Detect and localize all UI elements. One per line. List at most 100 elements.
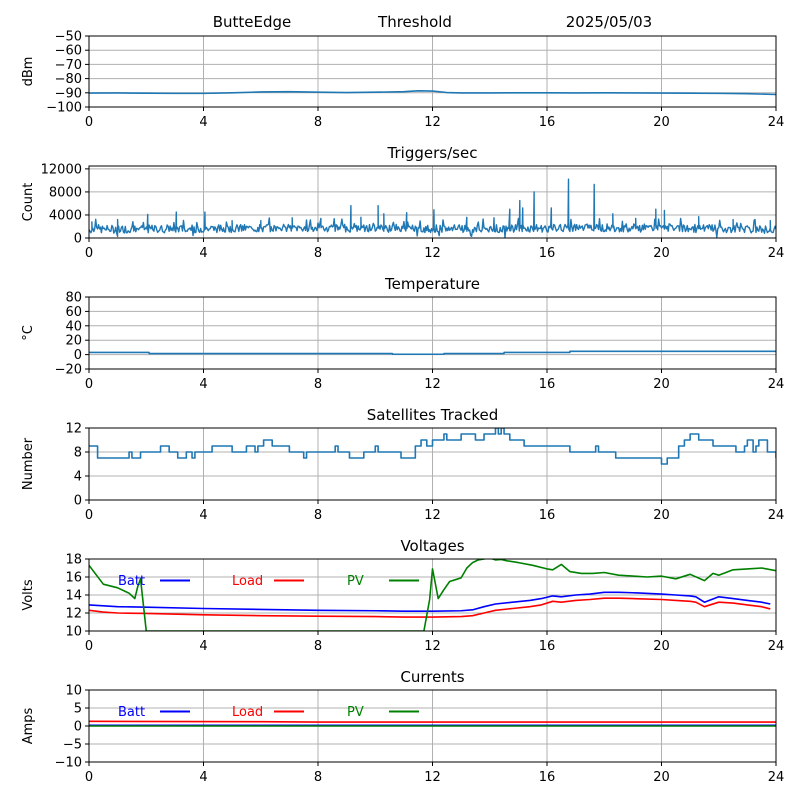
plot-frame-satellites xyxy=(88,427,777,501)
y-tick-label: 16 xyxy=(65,571,82,586)
y-tick-label: −90 xyxy=(55,86,82,101)
x-tick-label: 16 xyxy=(539,246,556,261)
station-name: ButteEdge xyxy=(213,13,292,31)
grid-satellites xyxy=(88,427,777,501)
plot-frame-voltages xyxy=(88,558,777,632)
chart-title-satellites: Satellites Tracked xyxy=(367,406,498,424)
y-axis-label-temperature: °C xyxy=(21,325,36,341)
x-tick-label: 20 xyxy=(653,377,670,392)
y-axis-label-currents: Amps xyxy=(21,707,36,744)
panel-threshold: 0 4 8 12 16 20 24 −100−90−80−70−60−50 dBm xyxy=(21,30,784,131)
plot-date: 2025/05/03 xyxy=(566,13,652,31)
legend-label-batt: Batt xyxy=(118,705,145,720)
x-tick-label: 24 xyxy=(768,639,785,654)
plot-frame-threshold xyxy=(88,35,777,108)
grid-threshold xyxy=(88,35,777,108)
y-tick-label: 0 xyxy=(74,232,82,247)
x-tick-label: 12 xyxy=(424,639,441,654)
x-tick-label: 8 xyxy=(314,639,322,654)
series-line-voltages-pv xyxy=(89,559,776,631)
x-tick-label: 12 xyxy=(424,246,441,261)
x-tick-label: 20 xyxy=(653,770,670,785)
y-tick-label: 40 xyxy=(65,319,82,334)
chart-title-currents: Currents xyxy=(400,668,464,686)
x-tick-label: 16 xyxy=(539,508,556,523)
series-group-triggers xyxy=(89,178,776,238)
y-tick-label: −50 xyxy=(55,30,82,45)
y-axis-label-satellites: Number xyxy=(21,437,36,490)
x-tick-label: 16 xyxy=(539,639,556,654)
figure-header: ButteEdge Threshold 2025/05/03 xyxy=(213,13,653,31)
x-tick-label: 24 xyxy=(768,377,785,392)
y-tick-label: 18 xyxy=(65,553,82,568)
series-line-currents-load xyxy=(89,720,776,723)
y-axis-label-triggers: Count xyxy=(21,183,36,222)
y-tick-label: 4000 xyxy=(49,208,82,223)
y-tick-label: −5 xyxy=(63,738,82,753)
legend-label-load: Load xyxy=(232,705,263,720)
x-tick-label: 0 xyxy=(85,115,93,130)
series-line-triggers xyxy=(89,178,776,238)
series-line-temperature xyxy=(89,350,776,356)
x-tick-label: 24 xyxy=(768,246,785,261)
x-tick-label: 12 xyxy=(424,508,441,523)
y-tick-label: 20 xyxy=(65,334,82,349)
panel-triggers: 0 4 8 12 16 20 24 0 4000 8000 12000 Triggers/sec Cou… xyxy=(21,144,784,261)
y-tick-label: 5 xyxy=(74,702,82,717)
x-tick-label: 0 xyxy=(85,770,93,785)
legend-label-batt: Batt xyxy=(118,574,145,589)
series-line-satellites xyxy=(89,428,776,465)
x-tick-label: 16 xyxy=(539,377,556,392)
panel-satellites: 0 4 8 12 16 20 24 0 4 8 12 Satellites Tracked Number xyxy=(21,406,784,523)
x-tick-label: 24 xyxy=(768,770,785,785)
x-tick-label: 8 xyxy=(314,115,322,130)
series-group-voltages xyxy=(89,559,776,631)
x-tick-label: 24 xyxy=(768,115,785,130)
chart-title-temperature: Temperature xyxy=(384,275,480,293)
x-tick-label: 12 xyxy=(424,377,441,392)
y-tick-label: 10 xyxy=(65,684,82,699)
x-tick-label: 8 xyxy=(314,377,322,392)
y-tick-label: 8000 xyxy=(49,185,82,200)
x-tick-label: 0 xyxy=(85,246,93,261)
x-tick-label: 20 xyxy=(653,115,670,130)
x-tick-label: 4 xyxy=(199,508,207,523)
series-group-currents xyxy=(89,720,776,727)
plot-frame-temperature xyxy=(88,296,777,370)
x-tick-label: 4 xyxy=(199,770,207,785)
legend-label-pv: PV xyxy=(347,705,364,720)
x-tick-label: 16 xyxy=(539,115,556,130)
y-tick-label: 8 xyxy=(74,446,82,461)
x-tick-label: 8 xyxy=(314,246,322,261)
y-tick-label: 0 xyxy=(74,720,82,735)
series-group-temperature xyxy=(89,350,776,356)
legend-label-load: Load xyxy=(232,574,263,589)
y-tick-label: 12 xyxy=(65,422,82,437)
x-tick-label: 4 xyxy=(199,377,207,392)
series-line-voltages-load xyxy=(89,597,771,618)
y-axis-label-voltages: Volts xyxy=(21,579,36,611)
grid-temperature xyxy=(88,296,777,370)
x-tick-label: 24 xyxy=(768,508,785,523)
y-tick-label: 0 xyxy=(74,494,82,509)
x-tick-label: 0 xyxy=(85,639,93,654)
x-tick-label: 0 xyxy=(85,508,93,523)
legend-label-pv: PV xyxy=(347,574,364,589)
y-tick-label: 60 xyxy=(65,305,82,320)
x-tick-label: 16 xyxy=(539,770,556,785)
plot-frame-triggers xyxy=(88,165,777,239)
x-tick-label: 12 xyxy=(424,115,441,130)
x-tick-label: 20 xyxy=(653,639,670,654)
series-group-satellites xyxy=(89,428,776,465)
x-tick-label: 0 xyxy=(85,377,93,392)
series-line-voltages-batt xyxy=(89,591,771,612)
series-group-threshold xyxy=(89,90,776,96)
y-tick-label: 12000 xyxy=(41,162,82,177)
y-tick-label: 12 xyxy=(65,607,82,622)
x-tick-label: 4 xyxy=(199,639,207,654)
series-line-threshold xyxy=(89,90,776,96)
y-axis-label-threshold: dBm xyxy=(21,57,36,87)
panel-voltages: 0 4 8 12 16 20 24 10 12 14 16 18 Voltages Volts Batt Lo… xyxy=(21,537,784,654)
